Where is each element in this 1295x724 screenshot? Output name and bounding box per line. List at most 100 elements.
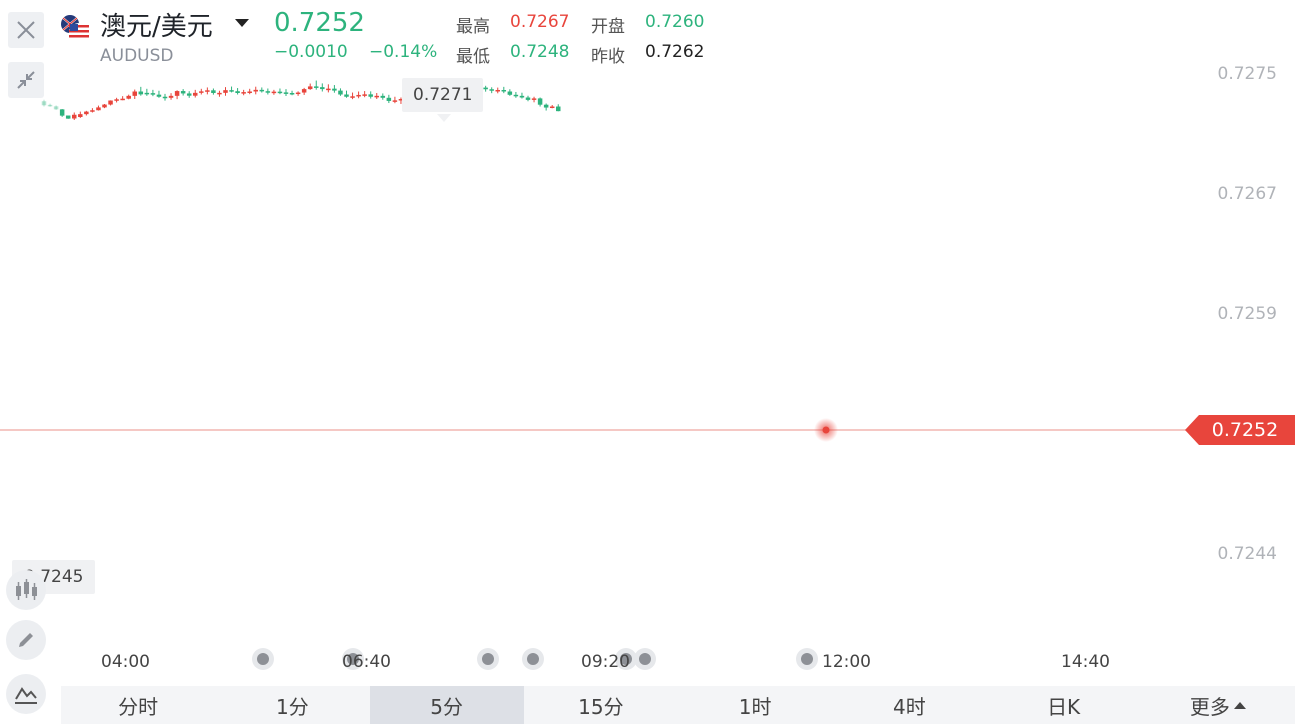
y-tick: 0.7267 (1217, 184, 1277, 204)
candle-body (241, 92, 246, 94)
candle-body (78, 114, 83, 117)
candle-body (495, 90, 500, 92)
candle-body (247, 91, 252, 93)
candle-body (126, 95, 131, 99)
pencil-icon (19, 633, 33, 647)
event-marker[interactable] (522, 648, 544, 670)
max-price-tooltip: 0.7271 (402, 78, 484, 112)
candle-body (289, 93, 295, 95)
candle-body (84, 111, 89, 115)
chevron-down-icon[interactable] (235, 19, 249, 27)
collapse-icon (17, 71, 35, 89)
candle-body (307, 86, 313, 90)
low-value: 0.7248 (510, 42, 570, 62)
candle-body (199, 91, 204, 93)
candle-body (362, 94, 367, 96)
tab-5min[interactable]: 5分 (369, 686, 524, 724)
draw-button[interactable] (6, 620, 46, 660)
candle-body (356, 94, 361, 97)
low-label: 最低 (456, 47, 490, 67)
candle-body (374, 95, 379, 98)
candle-body (186, 93, 192, 96)
line-chart-icon (15, 687, 37, 704)
prev-close-label: 昨收 (591, 47, 625, 67)
timeframe-tabbar: 分时 1分 5分 15分 1时 4时 日K 更多 (61, 686, 1295, 724)
event-marker[interactable] (615, 648, 637, 670)
tab-15min[interactable]: 15分 (578, 694, 624, 719)
candle-body (168, 95, 174, 98)
collapse-button[interactable] (8, 62, 44, 98)
candle-body (301, 89, 307, 93)
indicator-button[interactable] (6, 570, 46, 610)
event-marker[interactable] (252, 648, 274, 670)
chart-type-button[interactable] (6, 674, 46, 714)
candle-body (392, 100, 398, 102)
candle-body (193, 92, 198, 96)
high-value: 0.7267 (510, 12, 570, 32)
candle-body (489, 89, 494, 91)
x-tick: 09:20 (581, 652, 630, 672)
tab-more[interactable]: 更多 (1141, 686, 1295, 724)
candle-body (205, 90, 210, 92)
y-tick: 0.7275 (1217, 64, 1277, 84)
candle-body (265, 91, 271, 93)
tab-daily[interactable]: 日K (1047, 694, 1081, 719)
candle-body (513, 94, 519, 97)
candle-body (59, 109, 65, 116)
tab-1min[interactable]: 1分 (276, 694, 309, 719)
candle-body (314, 86, 319, 88)
candle-body (217, 92, 222, 95)
currency-flag-icon (60, 14, 90, 44)
candle-body (41, 101, 47, 106)
candle-body (144, 92, 150, 95)
candle-body (229, 90, 234, 92)
price-change-pct: −0.14% (369, 42, 438, 62)
candle-body (525, 97, 531, 100)
candle-body (174, 91, 180, 96)
event-marker[interactable] (342, 648, 364, 670)
x-tick: 14:40 (1061, 652, 1110, 672)
open-value: 0.7260 (645, 12, 705, 32)
close-button[interactable] (8, 12, 44, 48)
event-marker[interactable] (634, 648, 656, 670)
candle-body (108, 100, 113, 105)
candlestick-icon (16, 579, 37, 600)
tab-4hour[interactable]: 4时 (893, 694, 926, 719)
candle-body (332, 88, 337, 91)
candle-body (90, 110, 95, 112)
candle-body (102, 104, 107, 108)
event-marker[interactable] (477, 648, 499, 670)
candle-body (53, 106, 59, 110)
candle-body (283, 92, 289, 94)
candle-body (537, 98, 543, 105)
candle-body (96, 107, 101, 111)
x-tick: 04:00 (101, 652, 150, 672)
current-price-tag: 0.7252 (1185, 415, 1295, 445)
candle-body (295, 92, 301, 95)
candle-body (386, 97, 392, 101)
candle-body (398, 99, 404, 101)
candle-body (120, 98, 125, 101)
x-tick: 12:00 (822, 652, 871, 672)
candle-body (338, 90, 343, 95)
candle-body (501, 90, 507, 92)
close-icon (17, 21, 35, 39)
tab-timeshare[interactable]: 分时 (118, 694, 159, 719)
candle-body (156, 94, 162, 97)
candle-body (162, 96, 168, 99)
candle-body (235, 91, 240, 93)
candle-body (211, 90, 216, 93)
candlestick-chart[interactable] (0, 0, 1295, 640)
candle-body (271, 91, 277, 94)
candle-body (114, 99, 119, 101)
x-tick: 06:40 (342, 652, 391, 672)
candle-body (150, 93, 156, 95)
instrument-name[interactable]: 澳元/美元 (100, 12, 213, 42)
event-marker[interactable] (796, 648, 818, 670)
candle-body (531, 98, 537, 100)
candle-body (507, 91, 513, 95)
tab-1hour[interactable]: 1时 (738, 694, 772, 719)
high-label: 最高 (456, 17, 490, 37)
tooltip-pointer (437, 114, 451, 122)
candle-body (380, 95, 386, 98)
